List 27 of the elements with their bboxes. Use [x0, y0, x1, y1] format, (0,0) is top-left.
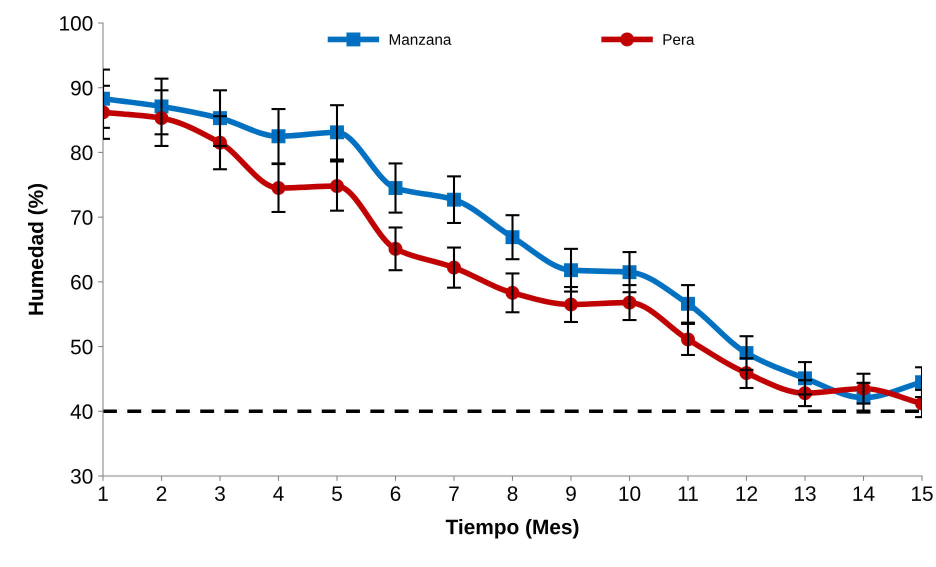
legend-label: Pera	[663, 34, 694, 45]
x-tick-label: 4	[273, 486, 284, 501]
x-tick-label: 10	[620, 486, 640, 502]
y-tick-label: 80	[71, 145, 92, 160]
x-tick-label: 14	[854, 486, 874, 501]
y-tick-label: 40	[70, 404, 92, 420]
y-axis-title: Humedad (%)	[28, 184, 48, 315]
x-tick-label: 3	[215, 486, 225, 502]
y-tick-label: 70	[71, 210, 92, 225]
y-tick-label: 50	[70, 340, 92, 354]
x-tick-label: 13	[795, 486, 816, 502]
x-tick-label: 9	[566, 486, 576, 502]
y-tick-label: 90	[71, 80, 92, 96]
x-tick-label: 2	[156, 486, 166, 501]
x-tick-label: 12	[736, 486, 758, 501]
x-tick-label: 5	[332, 486, 342, 502]
y-tick-label: 100	[60, 16, 92, 31]
x-tick-label: 11	[678, 486, 698, 501]
x-axis-title: Tiempo (Mes)	[446, 519, 578, 538]
x-tick-label: 1	[98, 486, 108, 501]
x-tick-label: 6	[390, 486, 400, 502]
legend-label: Manzana	[390, 34, 452, 45]
y-tick-label: 30	[70, 469, 92, 484]
x-tick-label: 15	[912, 486, 933, 502]
x-tick-label: 8	[508, 486, 518, 502]
y-tick-label: 60	[71, 274, 92, 290]
x-tick-label: 7	[449, 486, 459, 501]
